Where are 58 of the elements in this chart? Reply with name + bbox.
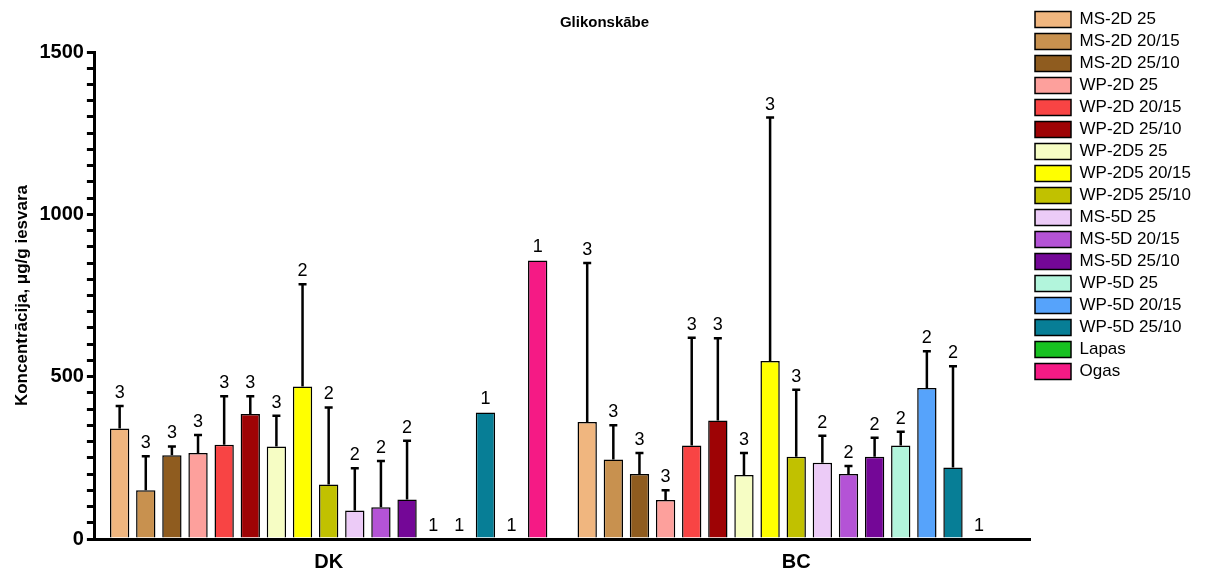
legend-label: MS-2D 25 xyxy=(1079,9,1157,29)
annotation: 1 xyxy=(454,514,465,535)
x-tick-label: BC xyxy=(781,549,811,572)
annotation: 1 xyxy=(532,236,543,257)
legend-label: Ogas xyxy=(1079,361,1121,381)
legend-label: WP-2D 25 xyxy=(1079,75,1158,95)
annotation: 3 xyxy=(271,391,282,412)
legend-label: WP-5D 25/10 xyxy=(1079,317,1182,337)
annotation: 2 xyxy=(297,260,308,281)
annotation: 2 xyxy=(921,327,932,348)
annotation: 3 xyxy=(791,365,802,386)
annotation: 3 xyxy=(140,432,151,453)
legend-label: Lapas xyxy=(1079,339,1126,359)
legend-label: WP-2D5 20/15 xyxy=(1079,163,1191,183)
annotation: 2 xyxy=(402,416,413,437)
annotation: 3 xyxy=(114,381,125,402)
y-tick-label: 500 xyxy=(50,364,84,387)
annotation: 3 xyxy=(219,372,230,393)
annotation: 1 xyxy=(974,514,985,535)
annotation: 2 xyxy=(895,407,906,428)
annotation: 2 xyxy=(349,444,360,465)
annotation: 2 xyxy=(947,342,958,363)
annotation: 3 xyxy=(660,466,671,487)
legend-label: MS-2D 20/15 xyxy=(1079,31,1180,51)
legend-label: WP-5D 25 xyxy=(1079,273,1158,293)
annotation: 3 xyxy=(634,428,645,449)
chart-title: Glikonskābe xyxy=(559,13,650,31)
legend-label: WP-2D 20/15 xyxy=(1079,97,1182,117)
y-axis-title: Koncentrācija, μg/g iesvara xyxy=(11,184,31,407)
legend-label: WP-2D5 25/10 xyxy=(1079,185,1191,205)
annotation: 1 xyxy=(480,388,491,409)
y-tick-label: 1000 xyxy=(39,201,84,224)
annotation: 3 xyxy=(765,93,776,114)
annotation: 2 xyxy=(375,437,386,458)
annotation: 3 xyxy=(245,372,256,393)
x-tick-label: DK xyxy=(314,549,344,572)
annotation: 3 xyxy=(193,411,204,432)
annotation: 3 xyxy=(686,313,697,334)
annotation: 3 xyxy=(166,422,177,443)
annotation: 3 xyxy=(608,401,619,422)
annotation: 1 xyxy=(506,514,517,535)
annotation: 2 xyxy=(843,441,854,462)
legend-label: MS-5D 25/10 xyxy=(1079,251,1180,271)
annotation: 2 xyxy=(817,411,828,432)
annotation: 1 xyxy=(428,514,439,535)
annotation: 2 xyxy=(323,383,334,404)
legend-label: WP-2D 25/10 xyxy=(1079,119,1182,139)
annotation: 3 xyxy=(712,314,723,335)
annotation: 3 xyxy=(738,428,749,449)
y-tick-label: 0 xyxy=(72,526,84,549)
legend-label: MS-2D 25/10 xyxy=(1079,53,1180,73)
legend-label: MS-5D 25 xyxy=(1079,207,1157,227)
annotation: 2 xyxy=(869,413,880,434)
legend-label: MS-5D 20/15 xyxy=(1079,229,1180,249)
legend-label: WP-5D 20/15 xyxy=(1079,295,1182,315)
annotation: 3 xyxy=(582,239,593,259)
legend-label: WP-2D5 25 xyxy=(1079,141,1168,161)
y-tick-label: 1500 xyxy=(39,39,84,62)
